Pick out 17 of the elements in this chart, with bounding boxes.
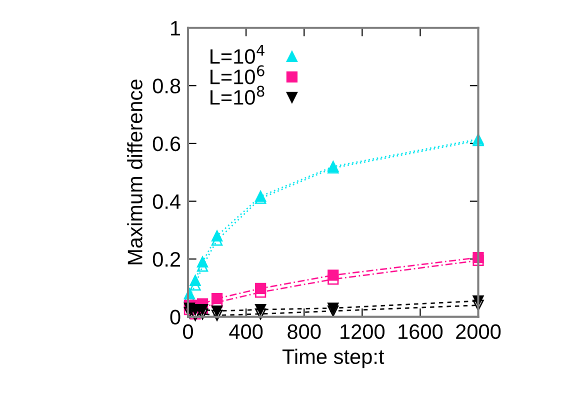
legend-label: L=10$^{6}$ bbox=[210, 65, 264, 84]
y-tick-label: 0.6 bbox=[152, 136, 180, 152]
y-tick-label: 0 bbox=[170, 310, 180, 325]
x-tick-label: 400 bbox=[229, 324, 263, 340]
y-tick-label: 1 bbox=[171, 21, 180, 36]
x-tick-label: 2000 bbox=[456, 324, 501, 340]
x-tick-label: 1600 bbox=[398, 324, 443, 340]
x-axis-title: Time step:t bbox=[282, 348, 384, 368]
y-axis-title: Maximum difference bbox=[127, 80, 142, 264]
x-tick-label: 800 bbox=[288, 324, 321, 340]
legend-label: L=10$^{8}$ bbox=[210, 86, 264, 105]
y-tick-label: 0.2 bbox=[152, 252, 180, 267]
x-tick-label: 0 bbox=[183, 324, 193, 340]
y-tick-label: 0.4 bbox=[152, 194, 180, 209]
legend-label: L=10$^{4}$ bbox=[210, 45, 264, 64]
x-tick-label: 1200 bbox=[340, 324, 385, 340]
y-tick-label: 0.8 bbox=[152, 78, 180, 94]
